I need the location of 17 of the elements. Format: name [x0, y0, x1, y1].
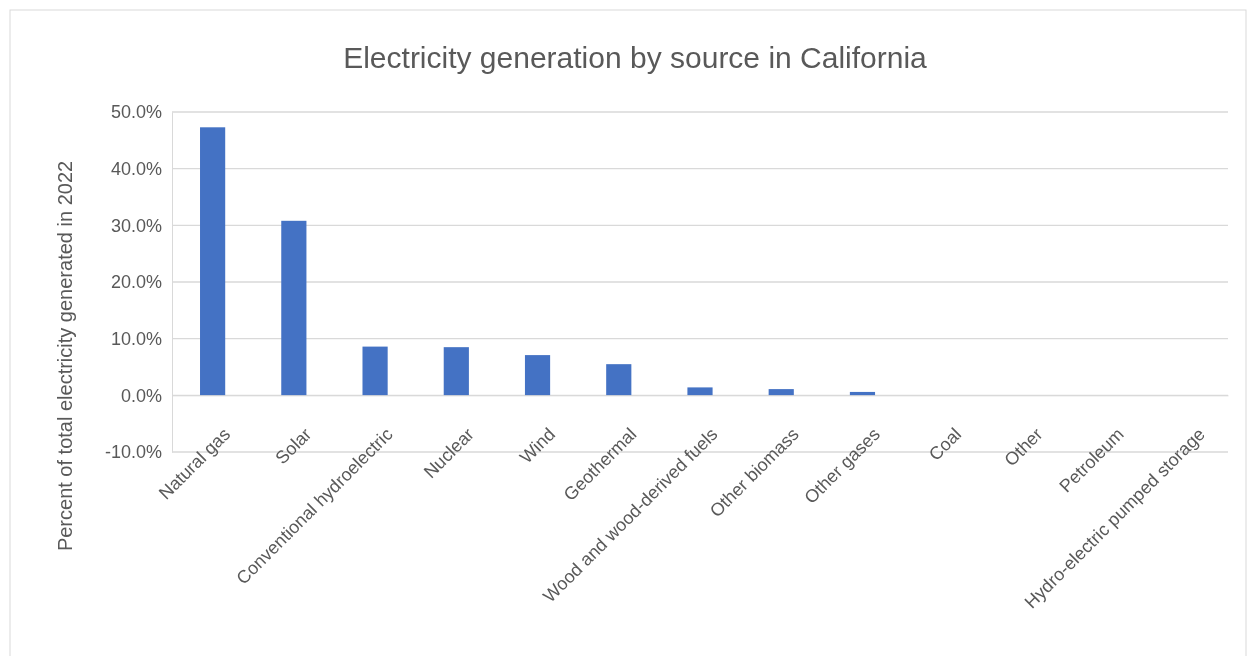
bar: [443, 347, 469, 396]
y-tick-label: 40.0%: [110, 158, 162, 179]
bar: [768, 389, 794, 396]
bar: [849, 391, 876, 396]
y-tick-label: 30.0%: [110, 215, 162, 236]
chart-title: Electricity generation by source in California: [343, 41, 928, 74]
bar: [606, 364, 632, 396]
y-tick-label: 0.0%: [120, 385, 162, 406]
bar: [362, 346, 388, 396]
bar: [281, 220, 307, 396]
bar: [524, 355, 551, 396]
y-tick-label: 10.0%: [110, 328, 162, 349]
y-tick-label: 50.0%: [110, 102, 162, 123]
y-axis-title: Percent of total electricity generated in 2022: [54, 160, 76, 552]
y-tick-label: 20.0%: [110, 272, 162, 293]
bar: [687, 387, 713, 396]
bar: [200, 127, 226, 396]
